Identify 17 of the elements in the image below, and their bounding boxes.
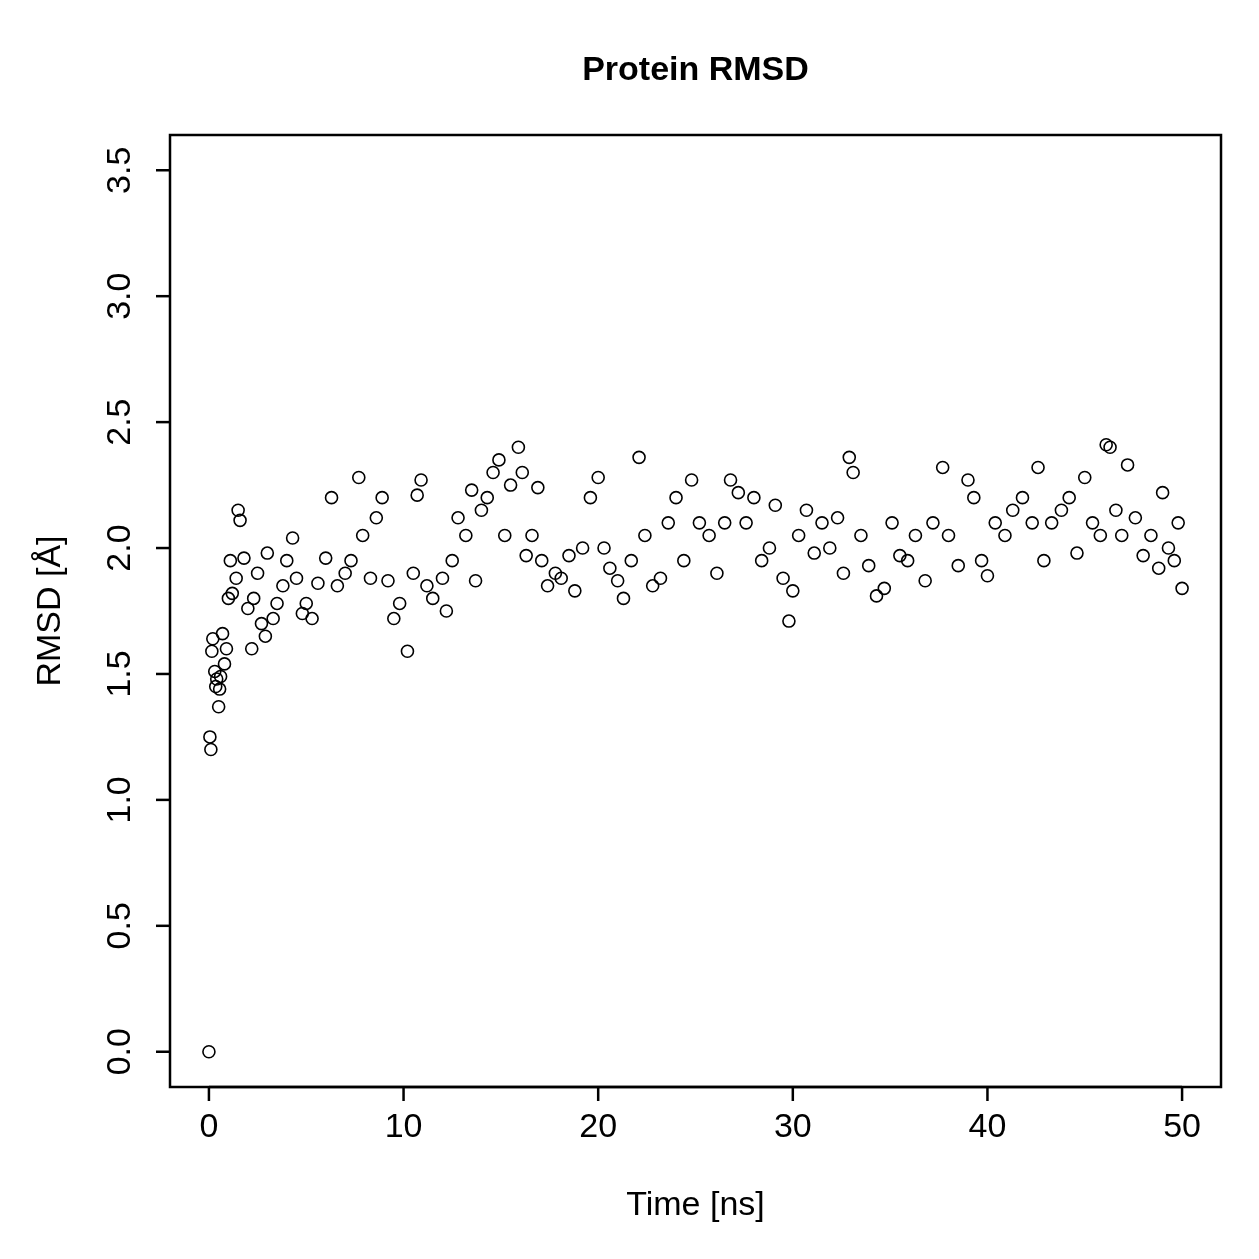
x-tick-label: 20 [579,1106,618,1144]
y-tick-label: 3.0 [99,272,137,320]
y-tick-label: 2.0 [99,524,137,572]
x-tick-label: 50 [1163,1106,1201,1144]
y-tick-label: 2.5 [99,398,137,446]
x-tick-label: 40 [968,1106,1007,1144]
y-tick-label: 1.5 [99,650,137,698]
chart-title: Protein RMSD [582,49,809,87]
y-tick-label: 0.0 [99,1028,137,1076]
y-tick-label: 1.0 [99,776,137,824]
y-axis-title: RMSD [Å] [29,535,67,687]
x-tick-label: 30 [773,1106,812,1144]
y-tick-label: 3.5 [99,146,137,194]
x-tick-label: 10 [384,1106,423,1144]
x-tick-label: 0 [199,1106,219,1144]
y-tick-label: 0.5 [99,902,137,950]
x-axis-title: Time [ns] [626,1184,765,1222]
